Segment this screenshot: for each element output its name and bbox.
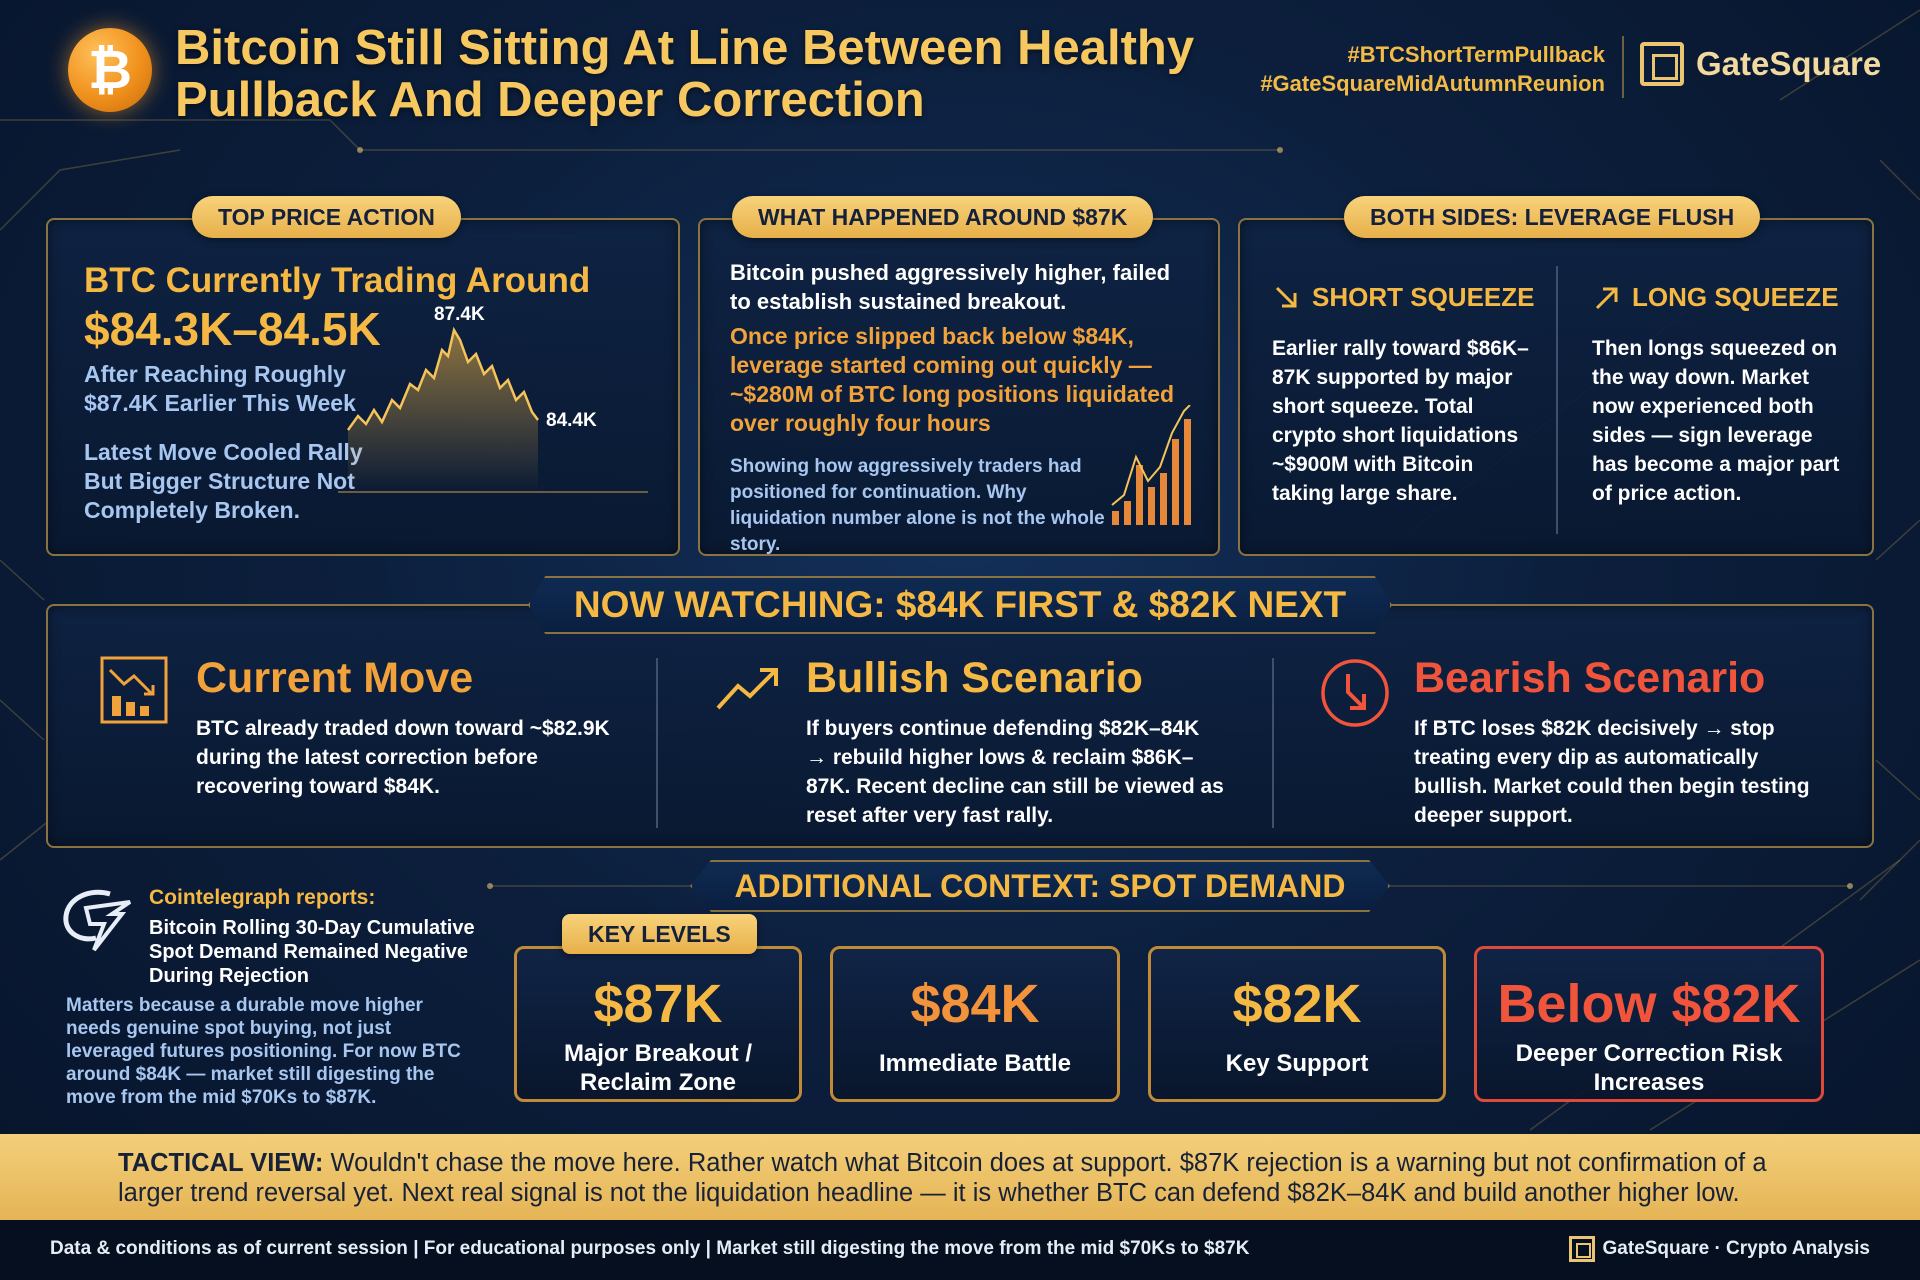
bearish-scenario-text: If BTC loses $82K decisively → stop trea… (1414, 717, 1810, 827)
around-87k-pill: WHAT HAPPENED AROUND $87K (732, 196, 1154, 238)
level-card-below-82k: Below $82K Deeper Correction Risk Increa… (1474, 946, 1824, 1102)
key-levels-pill: KEY LEVELS (562, 914, 757, 954)
tactical-lead: TACTICAL VIEW: (118, 1149, 324, 1177)
footer-brand-text: GateSquare · Crypto Analysis (1602, 1238, 1870, 1259)
price-sparkline-chart: 87.4K 84.4K (338, 304, 648, 493)
arrow-up-right-icon (1595, 287, 1618, 309)
bullish-scenario-text: If buyers continue defending $82K–84K → … (806, 717, 1224, 827)
tactical-view-band: TACTICAL VIEW: Wouldn't chase the move h… (0, 1134, 1920, 1220)
price-heading: BTC Currently Trading Around (84, 261, 591, 300)
header-divider (1622, 36, 1624, 98)
bar-chart-down-icon (100, 656, 168, 724)
liquidation-text: Once price slipped back below $84K, leve… (730, 323, 1175, 436)
context-source: Cointelegraph reports: (149, 886, 376, 909)
bearish-scenario-title: Bearish Scenario (1414, 654, 1766, 702)
positioning-text: Showing how aggressively traders had pos… (730, 456, 1105, 555)
gatesquare-logo-icon (1640, 42, 1684, 86)
long-squeeze-heading: LONG SQUEEZE (1592, 282, 1839, 313)
level-card-84k: $84K Immediate Battle (830, 946, 1120, 1102)
sparkline-area (348, 330, 538, 492)
recent-high-text: After Reaching Roughly $87.4K Earlier Th… (84, 361, 356, 416)
now-watching-card: Current Move BTC already traded down tow… (46, 604, 1874, 848)
arrow-down-right-icon (1275, 286, 1297, 307)
footer-disclaimer: Data & conditions as of current session … (50, 1238, 1250, 1259)
trend-up-icon (716, 668, 778, 710)
level-card-87k: $87K Major Breakout / Reclaim Zone (514, 946, 802, 1102)
bitcoin-coin-icon: ₿ (68, 28, 152, 112)
squeeze-divider (1556, 266, 1558, 534)
gatesquare-logo-icon (1568, 1236, 1595, 1262)
level-card-82k: $82K Key Support (1148, 946, 1446, 1102)
current-move-text: BTC already traded down toward ~$82.9K d… (196, 717, 610, 798)
bullish-scenario-title: Bullish Scenario (806, 654, 1143, 702)
level-value: Below $82K (1497, 974, 1801, 1034)
brand: GateSquare (1640, 42, 1881, 86)
short-squeeze-text: Earlier rally toward $86K–87K supported … (1272, 337, 1529, 505)
context-headline: Bitcoin Rolling 30-Day Cumulative Spot D… (149, 917, 475, 987)
current-price: $84.3K–84.5K (84, 303, 381, 355)
chart-end-label: 84.4K (546, 410, 597, 431)
around-87k-card: Bitcoin pushed aggressively higher, fail… (698, 218, 1220, 556)
header: ₿ Bitcoin Still Sitting At Line Between … (0, 0, 1920, 140)
context-body: Matters because a durable move higher ne… (66, 995, 461, 1108)
brand-name: GateSquare (1696, 45, 1882, 82)
leverage-flush-card: SHORT SQUEEZE Earlier rally toward $86K–… (1238, 218, 1874, 556)
long-squeeze-text: Then longs squeezed on the way down. Mar… (1592, 337, 1840, 505)
hashtag-btc-pullback[interactable]: #BTCShortTermPullback (1347, 42, 1605, 67)
liquidation-bars-graphic (1111, 405, 1191, 525)
current-move-title: Current Move (196, 654, 474, 702)
spot-demand-banner: ADDITIONAL CONTEXT: SPOT DEMAND (690, 860, 1390, 912)
title-line-2: Pullback And Deeper Correction (175, 73, 925, 127)
level-value: $87K (593, 974, 723, 1034)
page-title: Bitcoin Still Sitting At Line Between He… (175, 22, 1265, 126)
hashtags: #BTCShortTermPullback #GateSquareMidAutu… (1260, 40, 1605, 98)
level-value: $82K (1232, 974, 1362, 1034)
short-squeeze-title: SHORT SQUEEZE (1312, 282, 1535, 312)
level-label: Major Breakout / Reclaim Zone (563, 1040, 753, 1096)
top-price-action-card: BTC Currently Trading Around $84.3K–84.5… (46, 218, 680, 556)
level-label: Deeper Correction Risk Increases (1515, 1040, 1783, 1096)
top-price-action-pill: TOP PRICE ACTION (192, 196, 461, 238)
now-watching-banner: NOW WATCHING: $84K FIRST & $82K NEXT (528, 576, 1392, 634)
breakout-text: Bitcoin pushed aggressively higher, fail… (730, 260, 1171, 314)
footer-brand: GateSquare · Crypto Analysis (1568, 1236, 1870, 1262)
tactical-text: Wouldn't chase the move here. Rather wat… (118, 1149, 1767, 1207)
circle-arrow-down-icon (1321, 659, 1389, 727)
level-label: Immediate Battle (878, 1050, 1072, 1077)
hashtag-gatesquare[interactable]: #GateSquareMidAutumnReunion (1260, 71, 1605, 96)
chart-peak-label: 87.4K (434, 304, 485, 325)
scenario-divider-1 (656, 658, 658, 828)
level-label: Key Support (1225, 1050, 1369, 1077)
footer: Data & conditions as of current session … (0, 1220, 1920, 1280)
sparkline-line (346, 326, 539, 431)
scenario-divider-2 (1272, 658, 1274, 828)
structure-text: Latest Move Cooled Rally But Bigger Stru… (84, 439, 363, 523)
title-line-1: Bitcoin Still Sitting At Line Between He… (175, 21, 1195, 75)
cointelegraph-logo-icon (63, 889, 132, 952)
level-value: $84K (910, 974, 1040, 1034)
long-squeeze-title: LONG SQUEEZE (1632, 282, 1839, 312)
short-squeeze-heading: SHORT SQUEEZE (1272, 282, 1534, 313)
leverage-flush-pill: BOTH SIDES: LEVERAGE FLUSH (1344, 196, 1761, 238)
